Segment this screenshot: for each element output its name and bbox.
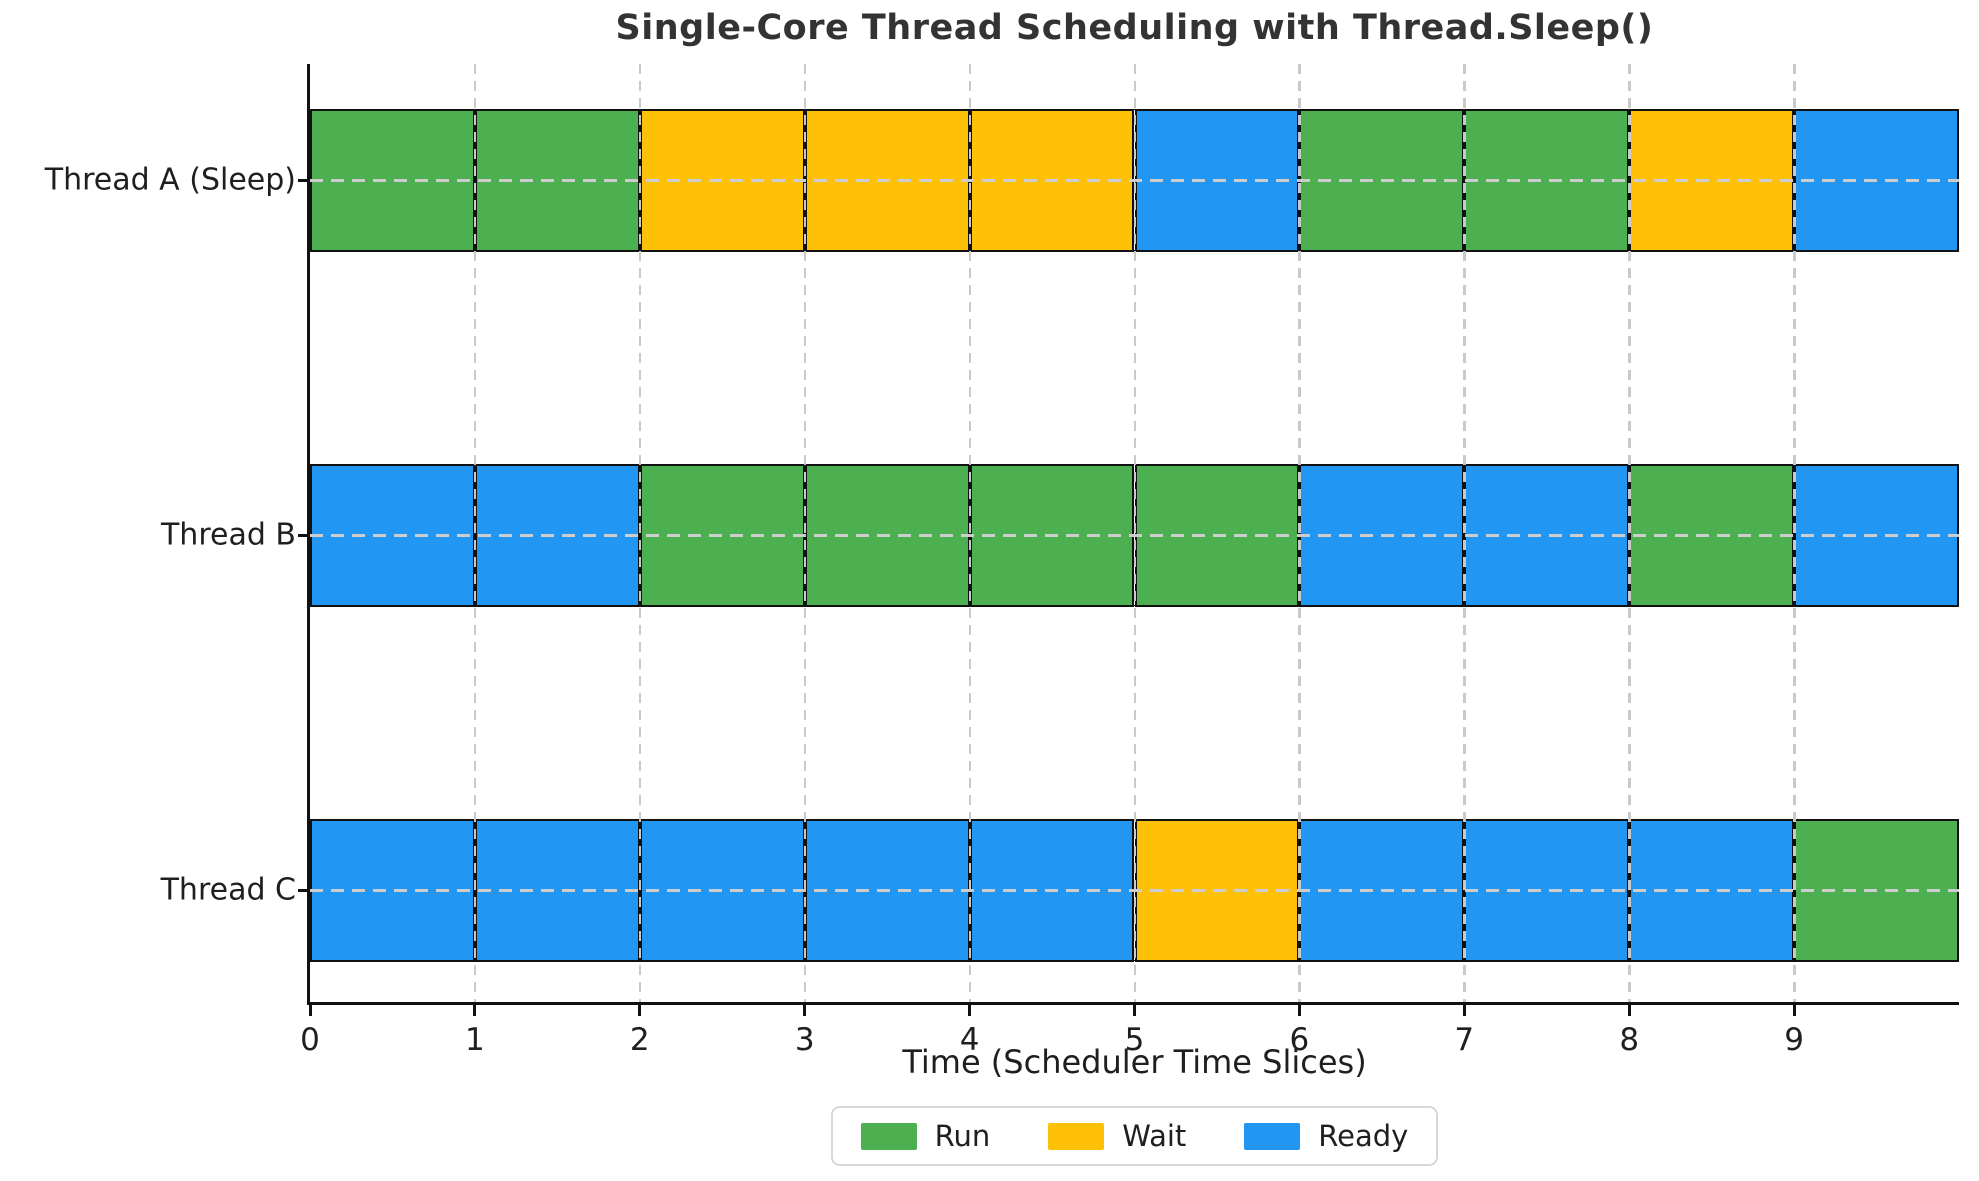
x-tick (308, 1005, 312, 1016)
gridline-vertical (638, 64, 642, 1002)
legend-label: Run (934, 1119, 991, 1153)
x-tick (968, 1005, 972, 1016)
x-tick-label: 0 (300, 1022, 320, 1058)
y-tick (298, 178, 307, 182)
x-axis-line (307, 1002, 1959, 1005)
legend-label: Wait (1122, 1119, 1187, 1153)
x-tick (1462, 1005, 1466, 1016)
x-tick-label: 1 (465, 1022, 485, 1058)
plot-area: 0 1 2 3 4 5 6 7 8 9 (298, 64, 1959, 1058)
x-tick (1297, 1005, 1301, 1016)
legend-swatch-ready (1244, 1122, 1301, 1150)
x-tick (1133, 1005, 1136, 1016)
gridline-horizontal (310, 179, 1959, 182)
gridline-vertical (473, 64, 477, 1002)
y-axis-label: Thread C (160, 872, 296, 908)
gridline-vertical (1793, 64, 1796, 1002)
x-tick-label: 4 (959, 1022, 980, 1058)
legend-swatch-run (860, 1122, 917, 1150)
legend: Run Wait Ready (830, 1106, 1439, 1166)
gridline-vertical (1463, 64, 1466, 1002)
gridline-vertical (803, 64, 807, 1002)
y-axis-label: Thread A (Sleep) (44, 162, 296, 198)
legend-item-ready: Ready (1244, 1119, 1408, 1153)
legend-container: Run Wait Ready (310, 1106, 1959, 1166)
y-axis-line (307, 64, 310, 1005)
y-tick (298, 888, 307, 892)
x-tick (473, 1005, 477, 1016)
x-tick-label: 5 (1124, 1022, 1145, 1058)
legend-item-run: Run (860, 1119, 991, 1153)
x-tick-label: 3 (794, 1022, 815, 1058)
x-tick (638, 1005, 642, 1016)
legend-item-wait: Wait (1048, 1119, 1186, 1153)
gridline-horizontal (310, 889, 1959, 892)
y-tick (298, 533, 307, 537)
chart-title: Single-Core Thread Scheduling with Threa… (615, 8, 1654, 48)
gridline-vertical (1133, 64, 1136, 1002)
gridline-vertical (1628, 64, 1631, 1002)
x-axis-title: Time (Scheduler Time Slices) (902, 1043, 1367, 1081)
x-tick (1792, 1005, 1796, 1016)
x-tick-label: 2 (629, 1022, 650, 1058)
x-tick (1627, 1005, 1631, 1016)
x-tick-label: 7 (1454, 1022, 1475, 1058)
x-tick-label: 9 (1784, 1022, 1804, 1058)
gridline-vertical (968, 64, 972, 1002)
x-tick-label: 8 (1619, 1022, 1640, 1058)
x-tick-label: 6 (1289, 1022, 1310, 1058)
gridline-vertical (1298, 64, 1301, 1002)
x-tick (803, 1005, 807, 1016)
gridline-horizontal (310, 534, 1959, 537)
legend-label: Ready (1318, 1119, 1409, 1153)
y-axis-label: Thread B (160, 517, 296, 553)
legend-swatch-wait (1048, 1122, 1105, 1150)
